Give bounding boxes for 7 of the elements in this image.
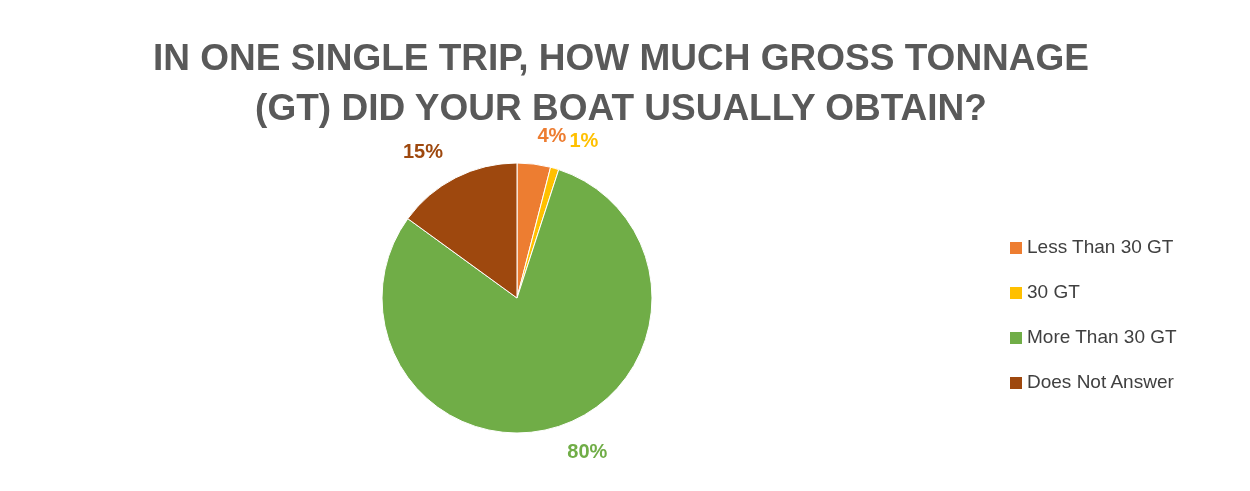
legend-label: More Than 30 GT xyxy=(1027,326,1177,348)
data-label: 1% xyxy=(569,128,599,151)
data-label: 80% xyxy=(567,440,608,463)
legend-label: Does Not Answer xyxy=(1027,371,1175,393)
legend-label: Less Than 30 GT xyxy=(1027,236,1174,258)
data-label: 15% xyxy=(402,140,444,163)
legend-label: 30 GT xyxy=(1027,281,1081,303)
